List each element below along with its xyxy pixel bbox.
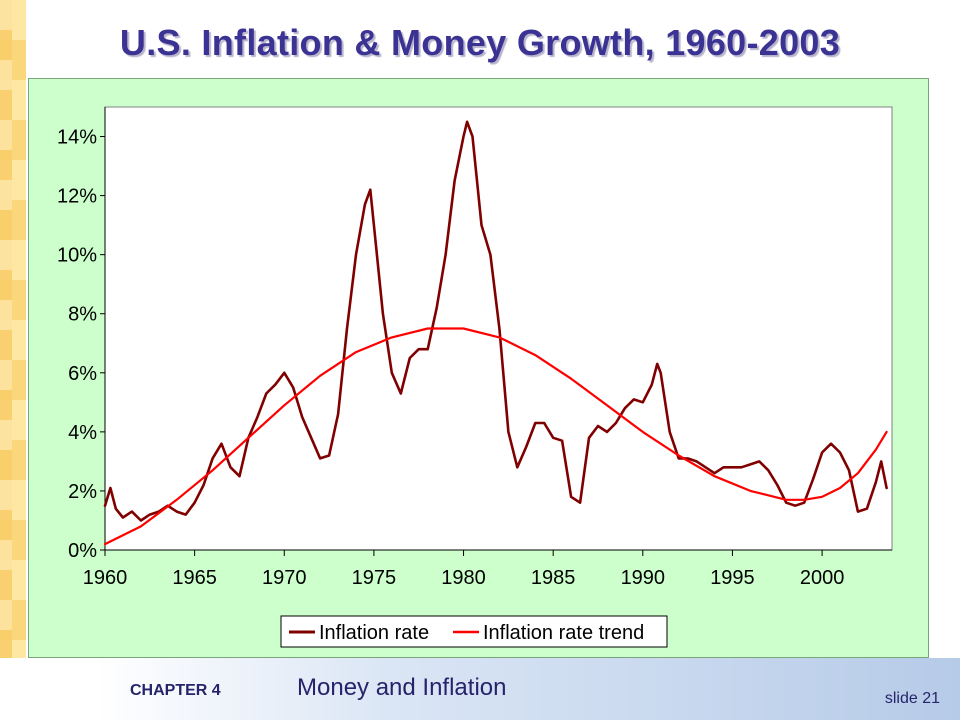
axes: 0% 2% 4% 6% 8% 10% 12% 14% 1960 1965 1970 1975 1980 1…	[57, 107, 892, 589]
x-tick-label: 1965	[172, 567, 217, 589]
legend: Inflation rate Inflation rate trend	[280, 615, 668, 648]
x-tick-label: 1960	[83, 567, 128, 589]
x-tick-label: 2000	[800, 567, 845, 589]
x-tick-label: 1985	[531, 567, 576, 589]
legend-label-inflation-rate: Inflation rate	[319, 622, 429, 644]
decorative-strip-inner	[0, 0, 12, 720]
chart-panel: 0% 2% 4% 6% 8% 10% 12% 14% 1960 1965 1970 1975 1980 1…	[28, 78, 929, 658]
x-tick-label: 1990	[621, 567, 666, 589]
y-tick-label: 4%	[68, 422, 97, 444]
x-tick-label: 1975	[352, 567, 397, 589]
footer-bar	[0, 658, 960, 720]
y-tick-label: 12%	[57, 186, 97, 208]
y-tick-label: 6%	[68, 363, 97, 385]
y-tick-label: 10%	[57, 245, 97, 267]
y-tick-label: 2%	[68, 481, 97, 503]
series-line-inflation-rate	[103, 120, 888, 522]
chapter-title: Money and Inflation	[297, 674, 507, 701]
y-tick-label: 14%	[57, 127, 97, 149]
x-tick-label: 1970	[262, 567, 307, 589]
slide-title: U.S. Inflation & Money Growth, 1960-2003	[119, 22, 841, 63]
x-tick-label: 1980	[441, 567, 486, 589]
inflation-chart: 0% 2% 4% 6% 8% 10% 12% 14% 1960 1965 1970 1975 1980 1…	[57, 106, 893, 648]
x-tick-label: 1995	[710, 567, 755, 589]
y-tick-label: 8%	[68, 304, 97, 326]
series-line-inflation-trend	[103, 327, 888, 546]
chapter-label: CHAPTER 4	[130, 682, 221, 699]
y-tick-label: 0%	[68, 540, 97, 562]
slide-number: slide 21	[884, 690, 940, 707]
legend-label-inflation-trend: Inflation rate trend	[483, 622, 644, 644]
series-layer	[103, 120, 888, 546]
